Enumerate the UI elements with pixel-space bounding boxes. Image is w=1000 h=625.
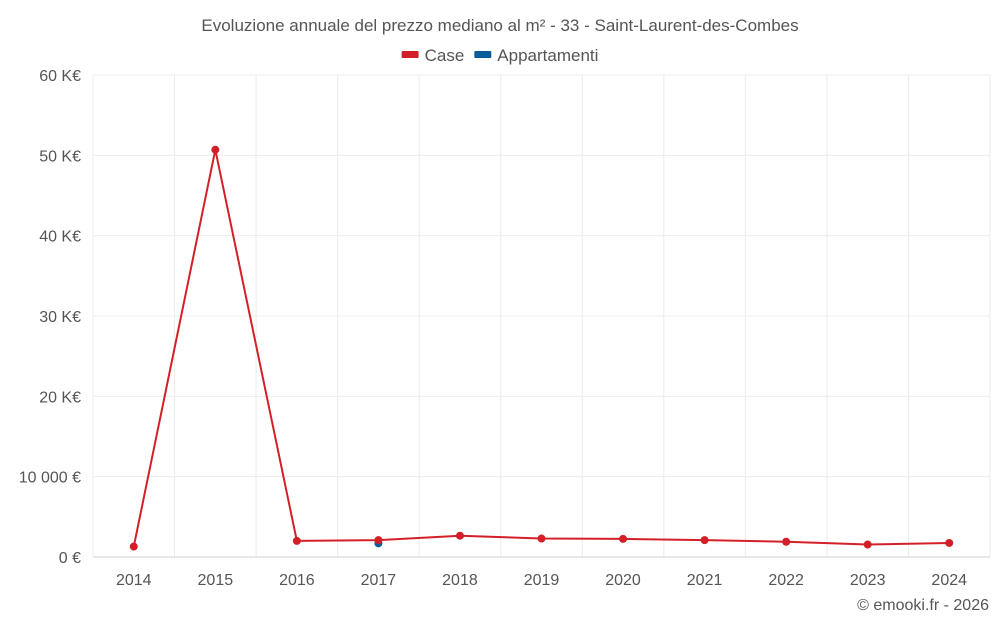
x-tick-label: 2017 (361, 572, 397, 589)
x-tick-label: 2024 (931, 572, 967, 589)
y-tick-label: 60 K€ (39, 68, 81, 85)
x-tick-label: 2020 (605, 572, 641, 589)
y-tick-label: 50 K€ (39, 148, 81, 165)
x-tick-label: 2022 (768, 572, 804, 589)
data-point-case-2024[interactable] (945, 538, 954, 547)
x-gridlines (92, 75, 991, 557)
data-point-case-2014[interactable] (129, 542, 138, 551)
chart-title: Evoluzione annuale del prezzo mediano al… (201, 16, 798, 35)
y-tick-label: 30 K€ (39, 309, 81, 326)
x-tick-label: 2023 (850, 572, 886, 589)
data-point-case-2020[interactable] (619, 534, 628, 543)
legend-swatch (401, 51, 419, 58)
data-point-case-2022[interactable] (782, 537, 791, 546)
data-point-case-2018[interactable] (455, 531, 464, 540)
legend-item-case[interactable]: Case (401, 46, 465, 65)
legend: Case Appartamenti (401, 46, 598, 65)
credit-text: © emooki.fr - 2026 (857, 597, 989, 614)
data-point-case-2017[interactable] (374, 536, 383, 545)
data-point-case-2021[interactable] (700, 536, 709, 545)
legend-item-appartamenti[interactable]: Appartamenti (474, 46, 598, 65)
legend-label: Appartamenti (497, 46, 598, 65)
x-axis-ticks: 2014 2015 2016 2017 2018 2019 2020 2021 2022 2023… (116, 572, 967, 589)
x-tick-label: 2014 (116, 572, 152, 589)
x-tick-label: 2018 (442, 572, 478, 589)
x-tick-label: 2021 (687, 572, 723, 589)
series-case (129, 145, 954, 551)
data-point-case-2023[interactable] (863, 540, 872, 549)
y-gridlines (93, 74, 990, 478)
x-tick-label: 2015 (198, 572, 234, 589)
legend-label: Case (425, 46, 465, 65)
legend-swatch (474, 51, 492, 58)
x-tick-label: 2016 (279, 572, 315, 589)
y-tick-label: 0 € (59, 550, 81, 567)
data-point-case-2019[interactable] (537, 534, 546, 543)
x-tick-label: 2019 (524, 572, 560, 589)
y-axis-ticks: 0 € 10 000 € 20 K€ 30 K€ 40 K€ 50 K€ 60 K€ (19, 68, 81, 567)
series-layer (129, 145, 954, 551)
data-point-case-2015[interactable] (211, 145, 220, 154)
data-point-case-2016[interactable] (292, 536, 301, 545)
y-tick-label: 10 000 € (19, 470, 81, 487)
y-tick-label: 40 K€ (39, 229, 81, 246)
y-tick-label: 20 K€ (39, 389, 81, 406)
